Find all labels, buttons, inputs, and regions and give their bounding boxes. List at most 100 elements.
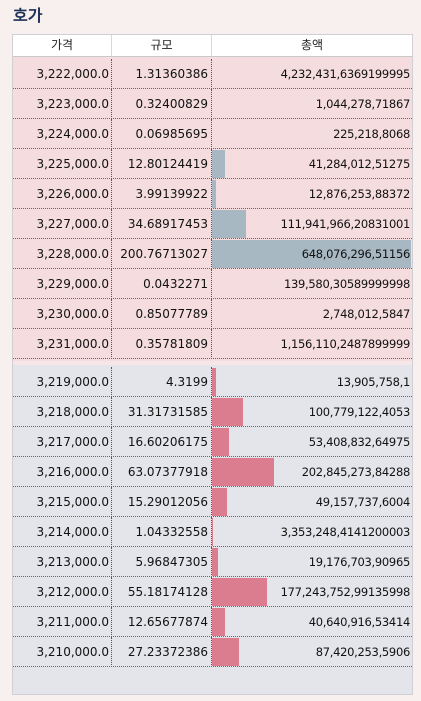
price-cell[interactable]: 3,227,000.0 [13, 209, 112, 239]
total-value: 100,779,122,4053 [308, 405, 411, 419]
price-cell[interactable]: 3,212,000.0 [13, 577, 112, 607]
header-price[interactable]: 가격 [13, 35, 112, 56]
bid-row[interactable]: 3,216,000.0 63.07377918 202,845,273,84288 [13, 457, 412, 487]
size-cell[interactable]: 12.65677874 [112, 607, 212, 637]
size-cell[interactable]: 4.3199 [112, 367, 212, 397]
row-divider [13, 456, 412, 457]
header-total[interactable]: 총액 [300, 38, 324, 52]
bid-row[interactable]: 3,218,000.0 31.31731585 100,779,122,4053 [13, 397, 412, 427]
size-cell[interactable]: 3.99139922 [112, 179, 212, 209]
total-cell[interactable]: 1,156,110,2487899999 [212, 329, 412, 359]
price-cell[interactable]: 3,231,000.0 [13, 329, 112, 359]
total-value: 53,408,832,64975 [308, 435, 411, 449]
total-cell[interactable]: 19,176,703,90965 [212, 547, 412, 577]
price-cell[interactable]: 3,218,000.0 [13, 397, 112, 427]
total-cell[interactable]: 648,076,296,51156 [212, 239, 412, 269]
ask-row[interactable]: 3,228,000.0 200.76713027 648,076,296,51156 [13, 239, 412, 269]
total-cell[interactable]: 139,580,30589999998 [212, 269, 412, 299]
total-value: 19,176,703,90965 [308, 555, 411, 569]
price-cell[interactable]: 3,210,000.0 [13, 637, 112, 667]
size-cell[interactable]: 200.76713027 [112, 239, 212, 269]
total-cell[interactable]: 41,284,012,51275 [212, 149, 412, 179]
price-cell[interactable]: 3,223,000.0 [13, 89, 112, 119]
total-cell[interactable]: 177,243,752,99135998 [212, 577, 412, 607]
total-cell[interactable]: 49,157,737,6004 [212, 487, 412, 517]
size-cell[interactable]: 0.32400829 [112, 89, 212, 119]
size-cell[interactable]: 0.35781809 [112, 329, 212, 359]
price-cell[interactable]: 3,216,000.0 [13, 457, 112, 487]
size-cell[interactable]: 27.23372386 [112, 637, 212, 667]
total-value: 177,243,752,99135998 [280, 585, 411, 599]
price-cell[interactable]: 3,222,000.0 [13, 59, 112, 89]
price-cell[interactable]: 3,215,000.0 [13, 487, 112, 517]
size-cell[interactable]: 15.29012056 [112, 487, 212, 517]
header-size[interactable]: 규모 [112, 35, 212, 56]
bid-row[interactable]: 3,211,000.0 12.65677874 40,640,916,53414 [13, 607, 412, 637]
total-value: 41,284,012,51275 [308, 157, 411, 171]
price-cell[interactable]: 3,229,000.0 [13, 269, 112, 299]
bid-row[interactable]: 3,212,000.0 55.18174128 177,243,752,991359… [13, 577, 412, 607]
total-value: 49,157,737,6004 [315, 495, 411, 509]
bid-row[interactable]: 3,213,000.0 5.96847305 19,176,703,90965 [13, 547, 412, 577]
total-cell[interactable]: 13,905,758,1 [212, 367, 412, 397]
price-cell[interactable]: 3,217,000.0 [13, 427, 112, 457]
price-cell[interactable]: 3,213,000.0 [13, 547, 112, 577]
total-cell[interactable]: 3,353,248,4141200003 [212, 517, 412, 547]
total-cell[interactable]: 1,044,278,71867 [212, 89, 412, 119]
size-cell[interactable]: 1.04332558 [112, 517, 212, 547]
size-cell[interactable]: 34.68917453 [112, 209, 212, 239]
size-cell[interactable]: 0.85077789 [112, 299, 212, 329]
total-cell[interactable]: 12,876,253,88372 [212, 179, 412, 209]
price-cell[interactable]: 3,211,000.0 [13, 607, 112, 637]
size-cell[interactable]: 12.80124419 [112, 149, 212, 179]
price-cell[interactable]: 3,219,000.0 [13, 367, 112, 397]
price-cell[interactable]: 3,224,000.0 [13, 119, 112, 149]
size-cell[interactable]: 0.06985695 [112, 119, 212, 149]
price-cell[interactable]: 3,230,000.0 [13, 299, 112, 329]
volume-bar [212, 578, 267, 606]
row-divider [13, 88, 412, 89]
size-cell[interactable]: 16.60206175 [112, 427, 212, 457]
bid-row[interactable]: 3,219,000.0 4.3199 13,905,758,1 [13, 367, 412, 397]
ask-row[interactable]: 3,227,000.0 34.68917453 111,941,966,208310… [13, 209, 412, 239]
row-divider [13, 178, 412, 179]
size-cell[interactable]: 0.0432271 [112, 269, 212, 299]
row-divider [13, 118, 412, 119]
total-value: 225,218,8068 [333, 127, 410, 141]
ask-row[interactable]: 3,223,000.0 0.32400829 1,044,278,71867 [13, 89, 412, 119]
ask-row[interactable]: 3,231,000.0 0.35781809 1,156,110,248789999… [13, 329, 412, 359]
size-cell[interactable]: 5.96847305 [112, 547, 212, 577]
ask-row[interactable]: 3,225,000.0 12.80124419 41,284,012,51275 [13, 149, 412, 179]
total-cell[interactable]: 87,420,253,5906 [212, 637, 412, 667]
bid-row[interactable]: 3,210,000.0 27.23372386 87,420,253,5906 [13, 637, 412, 667]
total-cell[interactable]: 40,640,916,53414 [212, 607, 412, 637]
total-cell[interactable]: 4,232,431,6369199995 [212, 59, 412, 89]
size-cell[interactable]: 31.31731585 [112, 397, 212, 427]
bid-row[interactable]: 3,214,000.0 1.04332558 3,353,248,414120000… [13, 517, 412, 547]
total-cell[interactable]: 225,218,8068 [212, 119, 412, 149]
ask-row[interactable]: 3,222,000.0 1.31360386 4,232,431,636919999… [13, 59, 412, 89]
price-cell[interactable]: 3,228,000.0 [13, 239, 112, 269]
ask-row[interactable]: 3,224,000.0 0.06985695 225,218,8068 [13, 119, 412, 149]
size-cell[interactable]: 55.18174128 [112, 577, 212, 607]
ask-row[interactable]: 3,230,000.0 0.85077789 2,748,012,5847 [13, 299, 412, 329]
volume-bar [212, 398, 243, 426]
ask-row[interactable]: 3,229,000.0 0.0432271 139,580,30589999998 [13, 269, 412, 299]
size-cell[interactable]: 63.07377918 [112, 457, 212, 487]
total-value: 111,941,966,20831001 [280, 217, 411, 231]
total-cell[interactable]: 202,845,273,84288 [212, 457, 412, 487]
total-cell[interactable]: 2,748,012,5847 [212, 299, 412, 329]
price-cell[interactable]: 3,214,000.0 [13, 517, 112, 547]
spread-divider [13, 361, 412, 365]
price-cell[interactable]: 3,225,000.0 [13, 149, 112, 179]
total-cell[interactable]: 100,779,122,4053 [212, 397, 412, 427]
total-cell[interactable]: 53,408,832,64975 [212, 427, 412, 457]
size-cell[interactable]: 1.31360386 [112, 59, 212, 89]
row-divider [13, 358, 412, 359]
bid-row[interactable]: 3,215,000.0 15.29012056 49,157,737,6004 [13, 487, 412, 517]
price-cell[interactable]: 3,226,000.0 [13, 179, 112, 209]
ask-row[interactable]: 3,226,000.0 3.99139922 12,876,253,88372 [13, 179, 412, 209]
volume-bar [212, 488, 227, 516]
bid-row[interactable]: 3,217,000.0 16.60206175 53,408,832,64975 [13, 427, 412, 457]
total-cell[interactable]: 111,941,966,20831001 [212, 209, 412, 239]
